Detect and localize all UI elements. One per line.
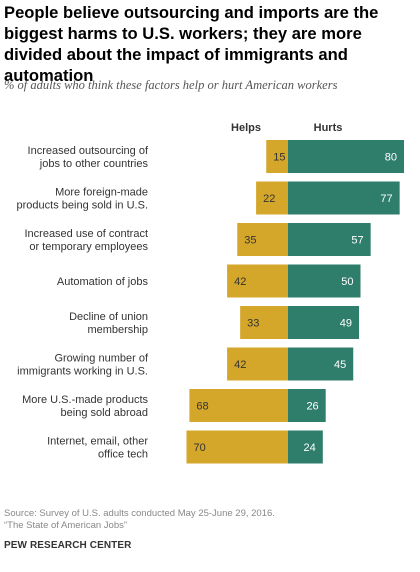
brand-label: PEW RESEARCH CENTER <box>4 540 132 551</box>
bar-helps-value: 33 <box>247 318 259 330</box>
category-label: Growing number of immigrants working in U… <box>17 353 149 378</box>
bar-helps <box>256 181 288 215</box>
bar-helps <box>266 140 288 173</box>
bar-helps-value: 42 <box>234 276 246 288</box>
source-line: Source: Survey of U.S. adults conducted … <box>4 508 275 519</box>
category-label: Internet, email, other office tech <box>47 436 148 461</box>
category-label: Decline of union membership <box>69 311 148 336</box>
bar-helps <box>227 264 288 298</box>
bar-helps-value: 22 <box>263 193 275 205</box>
bar-helps-value: 35 <box>244 235 256 247</box>
bar-helps-value: 70 <box>194 442 206 454</box>
chart-subtitle: % of adults who think these factors help… <box>4 78 338 92</box>
legend-hurts: Hurts <box>314 122 343 134</box>
bar-hurts <box>288 264 361 298</box>
bar-hurts-value: 80 <box>385 152 397 164</box>
bar-hurts-value: 26 <box>306 401 318 413</box>
category-label: Increased use of contract or temporary em… <box>24 228 148 253</box>
bar-helps <box>227 347 288 381</box>
bar-helps-value: 42 <box>234 359 246 371</box>
bar-hurts <box>288 430 323 464</box>
bar-hurts <box>288 306 360 339</box>
category-label: More U.S.-made products being sold abroad <box>22 394 148 419</box>
bar-hurts-value: 45 <box>334 359 346 371</box>
report-title: “The State of American Jobs” <box>4 520 128 531</box>
bar-hurts <box>288 347 354 381</box>
bar-helps-value: 68 <box>196 401 208 413</box>
bar-hurts <box>288 140 404 173</box>
bar-hurts-value: 50 <box>341 276 353 288</box>
bar-hurts <box>288 389 326 422</box>
bar-hurts <box>288 181 400 215</box>
bar-hurts-value: 24 <box>304 442 316 454</box>
bar-helps <box>240 306 288 339</box>
bar-helps <box>186 430 288 464</box>
bar-hurts-value: 57 <box>351 235 363 247</box>
bar-helps <box>237 223 288 256</box>
diverging-bar-chart: Helps Hurts Increased outsourcing of jobs t… <box>17 122 404 464</box>
bar-helps <box>189 389 288 422</box>
category-label: More foreign-made products being sold in … <box>17 187 148 212</box>
source-note: Source: Survey of U.S. adults conducted … <box>4 508 275 532</box>
bar-hurts <box>288 223 371 256</box>
bar-hurts-value: 77 <box>380 193 392 205</box>
category-label: Increased outsourcing of jobs to other co… <box>28 145 149 170</box>
bar-helps-value: 15 <box>273 152 285 164</box>
chart-title: People believe outsourcing and imports a… <box>4 3 379 85</box>
category-label: Automation of jobs <box>57 276 149 288</box>
bar-hurts-value: 49 <box>340 318 352 330</box>
legend-helps: Helps <box>231 122 261 134</box>
